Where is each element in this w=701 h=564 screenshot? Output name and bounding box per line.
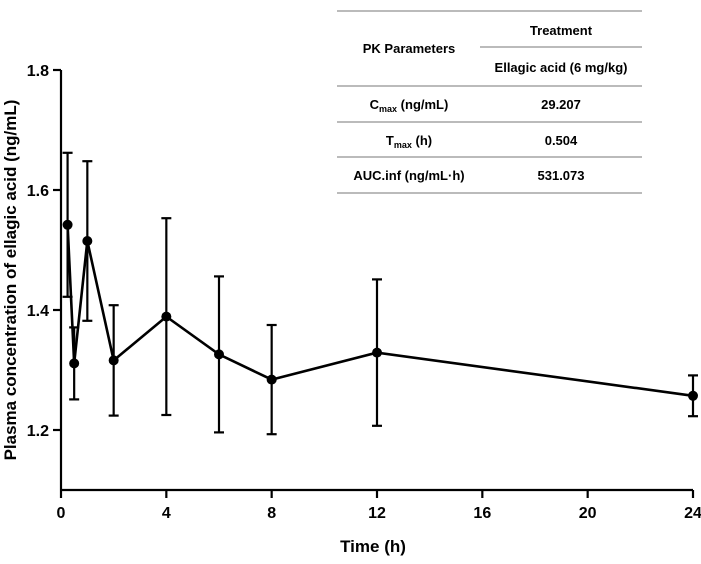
x-tick-label: 12: [368, 505, 386, 522]
x-tick-label: 8: [267, 505, 276, 522]
x-tick-label: 20: [579, 505, 597, 522]
y-tick-label: 1.4: [27, 303, 49, 320]
y-tick-label: 1.8: [27, 63, 49, 80]
y-ticks: 1.2 1.4 1.6 1.8: [27, 63, 61, 440]
x-tick-label: 24: [684, 505, 701, 522]
x-tick-label: 16: [473, 505, 491, 522]
table-header-treatment: Treatment: [530, 23, 593, 38]
y-axis-title: Plasma concentration of ellagic acid (ng…: [1, 100, 20, 461]
table-param-auc: AUC.inf (ng/mL·h): [353, 168, 464, 183]
data-point: [372, 347, 382, 358]
pk-parameters-table: PK Parameters Treatment Ellagic acid (6 …: [337, 10, 642, 194]
data-point: [108, 355, 119, 366]
table-param-cmax: Cmax (ng/mL): [370, 97, 449, 114]
x-tick-label: 0: [57, 505, 66, 522]
data-point: [62, 219, 73, 230]
series: [62, 151, 698, 436]
data-point: [688, 390, 698, 401]
plot-area: [62, 151, 698, 436]
y-tick-label: 1.2: [27, 423, 49, 440]
x-ticks: 0 4 8 12 16 20 24: [57, 490, 701, 522]
table-value-cmax: 29.207: [541, 97, 581, 112]
axes: 0 4 8 12 16 20 24 1.2 1.4 1.6 1.8 Time (h) Plasma…: [1, 63, 701, 556]
table-header-pk-parameters: PK Parameters: [363, 41, 456, 56]
table-subheader-treatment: Ellagic acid (6 mg/kg): [495, 60, 628, 75]
data-point: [161, 311, 172, 322]
data-point: [69, 358, 80, 369]
series-line: [66, 224, 694, 398]
x-axis-title: Time (h): [340, 537, 406, 556]
table-value-tmax: 0.504: [545, 133, 578, 148]
y-tick-label: 1.6: [27, 183, 49, 200]
x-tick-label: 4: [162, 505, 171, 522]
data-point: [82, 236, 93, 246]
table-value-auc: 531.073: [538, 168, 585, 183]
data-point: [214, 349, 224, 360]
table-param-tmax: Tmax (h): [386, 133, 432, 150]
data-point: [266, 374, 277, 385]
